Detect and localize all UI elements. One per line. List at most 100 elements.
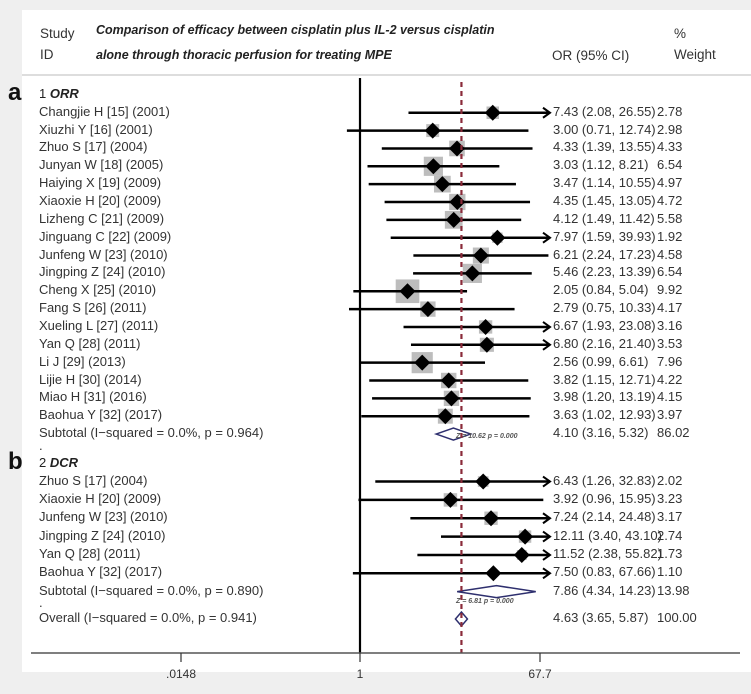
header-study: Study xyxy=(40,26,75,41)
ci-arrow xyxy=(542,338,552,351)
or-ci-value: 3.47 (1.14, 10.55) xyxy=(553,175,656,191)
or-ci-value: 3.00 (0.71, 12.74) xyxy=(553,121,656,137)
plot-title-line-2: alone through thoracic perfusion for tre… xyxy=(96,48,392,62)
overall-label: Overall (I−squared = 0.0%, p = 0.941) xyxy=(39,610,257,625)
or-ci-value: 6.67 (1.93, 23.08) xyxy=(553,317,656,333)
ci-arrow xyxy=(542,530,552,543)
point-estimate xyxy=(445,211,462,228)
study-label: Zhuo S [17] (2004) xyxy=(39,139,148,155)
point-estimate xyxy=(449,194,466,210)
forest-plot-panel: Study ID Comparison of efficacy between … xyxy=(22,10,751,672)
or-ci-value: 6.21 (2.24, 17.23) xyxy=(553,246,656,262)
subtotal-or-ci: 4.10 (3.16, 5.32) xyxy=(553,425,649,441)
point-estimate xyxy=(414,354,431,371)
study-label: Junfeng W [23] (2010) xyxy=(39,246,168,262)
x-tick-label: 67.7 xyxy=(528,667,552,681)
or-ci-value: 2.05 (0.84, 5.04) xyxy=(553,282,649,298)
point-estimate xyxy=(440,372,457,389)
study-label: Changjie H [15] (2001) xyxy=(39,103,170,119)
header-or: OR (95% CI) xyxy=(552,48,630,63)
point-estimate xyxy=(419,301,436,318)
point-estimate xyxy=(478,336,495,353)
study-label: Miao H [31] (2016) xyxy=(39,389,147,405)
weight-value: 4.97 xyxy=(657,175,683,191)
point-estimate xyxy=(485,565,502,582)
weight-value: 3.16 xyxy=(657,317,683,333)
or-ci-value: 7.43 (2.08, 26.55) xyxy=(553,103,656,119)
ci-arrow xyxy=(542,512,552,525)
study-label: Jinguang C [22] (2009) xyxy=(39,228,172,244)
point-estimate xyxy=(477,318,494,335)
study-label: Fang S [26] (2011) xyxy=(39,300,147,316)
study-label: Baohua Y [32] (2017) xyxy=(39,564,163,580)
overall-diamond xyxy=(454,610,469,628)
or-ci-value: 4.12 (1.49, 11.42) xyxy=(553,210,655,226)
point-estimate xyxy=(443,390,460,407)
study-label: Junfeng W [23] (2010) xyxy=(39,509,168,525)
overall-weight: 100.00 xyxy=(657,610,697,625)
study-label: Lijie H [30] (2014) xyxy=(39,371,142,387)
weight-value: 2.98 xyxy=(657,121,683,137)
point-estimate xyxy=(475,473,492,490)
ci-arrow xyxy=(542,567,552,580)
weight-value: 9.92 xyxy=(657,282,683,298)
or-ci-value: 3.63 (1.02, 12.93) xyxy=(553,407,656,423)
study-label: Cheng X [25] (2010) xyxy=(39,282,157,298)
weight-value: 4.33 xyxy=(657,139,683,155)
ci-arrow xyxy=(542,106,552,119)
weight-value: 4.72 xyxy=(657,193,683,208)
weight-value: 2.02 xyxy=(657,472,683,488)
or-ci-value: 3.03 (1.12, 8.21) xyxy=(553,157,649,173)
or-ci-value: 4.35 (1.45, 13.05) xyxy=(553,193,656,208)
ci-arrow xyxy=(542,321,552,333)
weight-value: 2.78 xyxy=(657,103,683,119)
weight-value: 4.17 xyxy=(657,300,683,316)
subtotal-weight: 86.02 xyxy=(657,425,690,441)
spacer-dot: . xyxy=(39,437,43,453)
ci-arrow xyxy=(542,231,552,244)
point-estimate xyxy=(472,247,489,264)
or-ci-value: 6.43 (1.26, 32.83) xyxy=(553,472,656,488)
weight-value: 4.58 xyxy=(657,246,683,262)
weight-value: 1.92 xyxy=(657,228,683,244)
or-ci-value: 7.50 (0.83, 67.66) xyxy=(553,564,656,580)
study-label: Baohua Y [32] (2017) xyxy=(39,407,163,423)
point-estimate xyxy=(442,491,459,508)
point-estimate xyxy=(464,265,481,282)
weight-value: 1.73 xyxy=(657,545,683,561)
point-estimate xyxy=(399,283,416,300)
group-label: 1 ORR xyxy=(39,86,79,101)
weight-value: 3.23 xyxy=(657,490,683,506)
study-label: Yan Q [28] (2011) xyxy=(39,335,141,351)
or-ci-value: 3.82 (1.15, 12.71) xyxy=(553,371,656,387)
study-label: Xiuzhi Y [16] (2001) xyxy=(39,121,153,137)
subtotal-weight: 13.98 xyxy=(657,582,690,598)
weight-value: 1.10 xyxy=(657,564,683,580)
weight-value: 4.22 xyxy=(657,371,683,387)
study-label: Zhuo S [17] (2004) xyxy=(39,472,148,488)
overall-or-ci: 4.63 (3.65, 5.87) xyxy=(553,610,649,625)
panel-letter-a: a xyxy=(8,79,22,106)
point-estimate xyxy=(484,104,501,121)
study-label: Li J [29] (2013) xyxy=(39,353,126,369)
subtotal-diamond xyxy=(457,584,536,599)
study-label: Jingping Z [24] (2010) xyxy=(39,527,166,543)
study-label: Junyan W [18] (2005) xyxy=(39,157,164,173)
subtotal-or-ci: 7.86 (4.34, 14.23) xyxy=(553,582,656,598)
study-label: Jingping Z [24] (2010) xyxy=(39,264,166,280)
point-estimate xyxy=(424,122,441,139)
subtotal-label: Subtotal (I−squared = 0.0%, p = 0.890) xyxy=(39,582,264,598)
weight-value: 3.53 xyxy=(657,335,683,351)
point-estimate xyxy=(513,546,530,563)
or-ci-value: 6.80 (2.16, 21.40) xyxy=(553,335,656,351)
point-estimate xyxy=(483,510,500,527)
weight-value: 7.96 xyxy=(657,353,683,369)
header-weight: Weight xyxy=(674,47,716,62)
weight-value: 3.17 xyxy=(657,509,683,525)
point-estimate xyxy=(437,408,454,425)
study-label: Yan Q [28] (2011) xyxy=(39,545,141,561)
or-ci-value: 3.92 (0.96, 15.95) xyxy=(553,490,656,506)
study-label: Xiaoxie H [20] (2009) xyxy=(39,490,162,506)
x-tick-label: 1 xyxy=(356,667,364,681)
subtotal-diamond xyxy=(433,427,473,441)
